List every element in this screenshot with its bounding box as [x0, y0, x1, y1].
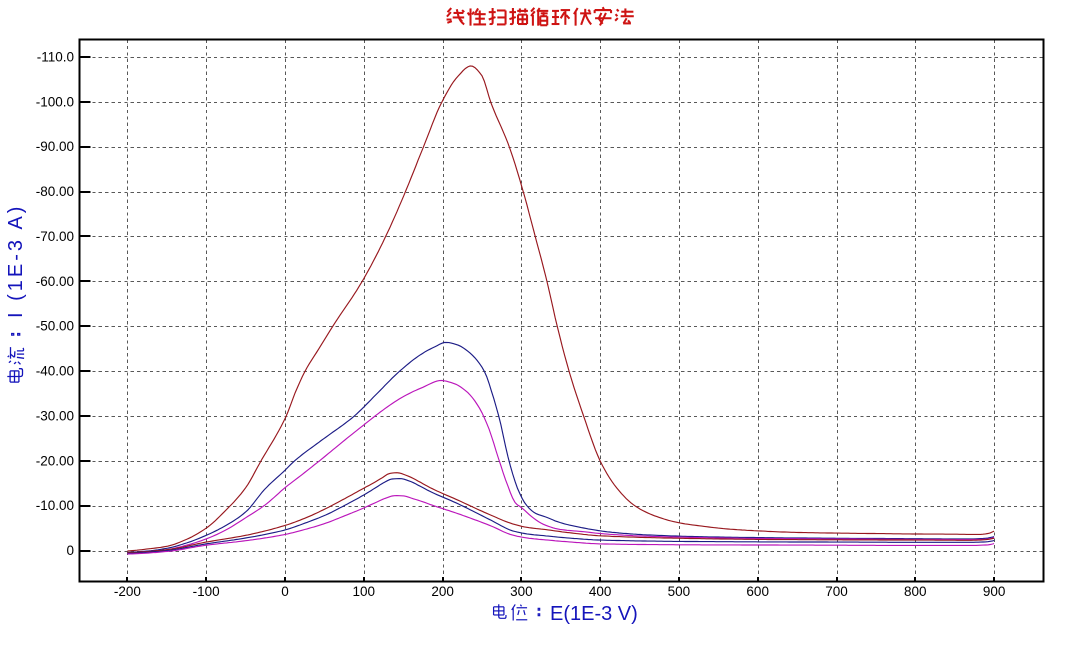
- svg-text:100: 100: [353, 584, 376, 599]
- svg-text:0: 0: [281, 584, 289, 599]
- svg-text:E(1E-3 V): E(1E-3 V): [550, 603, 638, 625]
- svg-text:I (1E-3 A): I (1E-3 A): [5, 204, 27, 318]
- svg-text:-60.00: -60.00: [36, 274, 74, 289]
- svg-text:-100.0: -100.0: [36, 94, 74, 109]
- svg-text:-110.0: -110.0: [37, 50, 74, 65]
- svg-text:600: 600: [746, 584, 769, 599]
- svg-text:-90.00: -90.00: [36, 139, 74, 154]
- svg-text:0: 0: [66, 543, 74, 558]
- svg-text:-200: -200: [114, 584, 141, 599]
- svg-text:-80.00: -80.00: [36, 184, 74, 199]
- svg-text:900: 900: [983, 584, 1006, 599]
- svg-text:-30.00: -30.00: [36, 409, 74, 424]
- svg-text:300: 300: [510, 584, 533, 599]
- svg-text:-10.00: -10.00: [36, 498, 74, 513]
- svg-text:700: 700: [825, 584, 848, 599]
- svg-text:500: 500: [668, 584, 691, 599]
- svg-text:-40.00: -40.00: [36, 364, 74, 379]
- svg-text:800: 800: [904, 584, 927, 599]
- svg-text:-70.00: -70.00: [36, 229, 74, 244]
- svg-text:-50.00: -50.00: [36, 319, 74, 334]
- svg-text:200: 200: [431, 584, 454, 599]
- svg-text:-20.00: -20.00: [36, 453, 74, 468]
- svg-text:-100: -100: [193, 584, 220, 599]
- svg-text:400: 400: [589, 584, 612, 599]
